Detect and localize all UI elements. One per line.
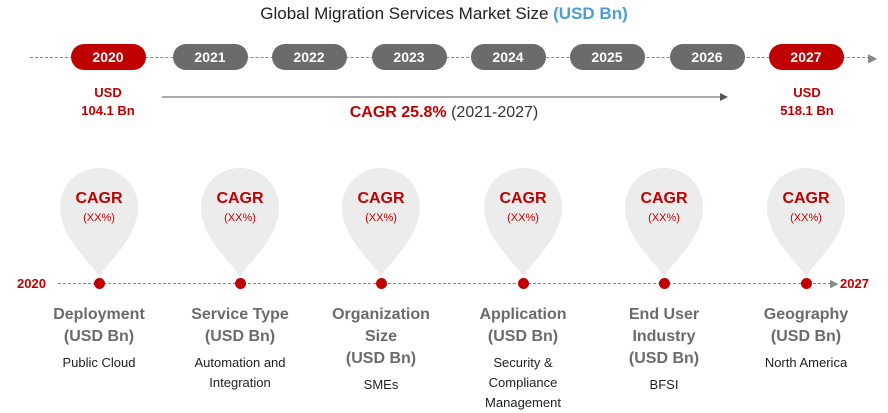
segment-value-line: BFSI	[649, 377, 679, 392]
segment-cagr-value: (XX%)	[365, 212, 397, 224]
map-pin-icon	[201, 168, 279, 277]
segment-dot	[234, 278, 246, 289]
year-pill: 2027	[768, 44, 844, 70]
segment-title-line: (USD Bn)	[628, 350, 700, 367]
segment-value: BFSI	[594, 375, 734, 395]
year-pill: 2026	[669, 44, 745, 70]
end-value: USD 518.1 Bn	[762, 84, 852, 120]
year-timeline-line	[30, 57, 870, 58]
segment-title-line: Deployment	[53, 306, 145, 323]
segment-title-line: (USD Bn)	[63, 328, 135, 345]
segment-axis-line	[58, 283, 836, 284]
segment-title: End User Industry (USD Bn)	[594, 304, 734, 370]
segment-value-line: SMEs	[363, 377, 399, 392]
segment-title-line: Application	[479, 306, 567, 323]
segment-value: Public Cloud	[29, 353, 169, 373]
growth-arrow-icon	[162, 93, 728, 101]
segment-value: North America	[736, 353, 876, 373]
segment-cagr-value: (XX%)	[224, 212, 256, 224]
main-cagr-period: (2021-2027)	[446, 104, 539, 121]
map-pin-icon	[60, 168, 138, 277]
chart-title-unit: (USD Bn)	[553, 4, 628, 23]
segment-title-line: Service Type	[191, 306, 289, 323]
year-pill: 2025	[569, 44, 645, 70]
segment-axis-end: 2027	[840, 276, 869, 291]
segment-cagr-label: CAGR	[640, 190, 688, 207]
segment-axis-arrow-icon: ▶	[830, 278, 839, 290]
segment-cagr-label: CAGR	[782, 190, 830, 207]
map-pin-icon	[342, 168, 420, 277]
main-cagr: CAGR 25.8% (2021-2027)	[0, 104, 888, 122]
segment-title-line: Organization	[332, 306, 430, 323]
segment-axis-start: 2020	[17, 276, 46, 291]
segment-dot	[658, 278, 670, 289]
segment-value-line: Management	[485, 395, 561, 410]
segment-title-line: Geography	[763, 306, 849, 323]
segment-value: Automation and Integration	[170, 353, 310, 393]
segment-dot	[93, 278, 105, 289]
segment-title-line: (USD Bn)	[487, 328, 559, 345]
segment-title-line: Size	[364, 328, 397, 345]
segment-cagr-value: (XX%)	[790, 212, 822, 224]
segment-title: Geography (USD Bn)	[736, 304, 876, 348]
segment-dot	[800, 278, 812, 289]
segment-title: Organization Size (USD Bn)	[311, 304, 451, 370]
start-value: USD 104.1 Bn	[63, 84, 153, 120]
main-cagr-label: CAGR 25.8%	[349, 104, 447, 121]
segment-cagr-label: CAGR	[75, 190, 123, 207]
segment-value-line: Integration	[209, 375, 271, 390]
end-value-line1: USD	[793, 85, 821, 100]
year-pill: 2023	[371, 44, 447, 70]
segment-title-line: End User	[628, 306, 700, 323]
segment-value: Security & Compliance Management	[453, 353, 593, 413]
end-value-line2: 518.1 Bn	[780, 103, 834, 118]
segment-title-line: (USD Bn)	[204, 328, 276, 345]
segment-cagr-label: CAGR	[499, 190, 547, 207]
start-value-line2: 104.1 Bn	[81, 103, 135, 118]
segment-title-line: (USD Bn)	[345, 350, 417, 367]
segment-cagr-value: (XX%)	[648, 212, 680, 224]
segment-title-line: Industry	[632, 328, 696, 345]
year-pill: 2021	[172, 44, 248, 70]
map-pin-icon	[625, 168, 703, 277]
year-pill: 2020	[70, 44, 146, 70]
year-pill: 2022	[271, 44, 347, 70]
segment-title: Service Type (USD Bn)	[170, 304, 310, 348]
segment-value-line: North America	[764, 355, 848, 370]
segment-value: SMEs	[311, 375, 451, 395]
segment-cagr-label: CAGR	[357, 190, 405, 207]
map-pin-icon	[484, 168, 562, 277]
segment-title: Deployment (USD Bn)	[29, 304, 169, 348]
segment-title: Application (USD Bn)	[453, 304, 593, 348]
map-pin-icon	[767, 168, 845, 277]
segment-title-line: (USD Bn)	[770, 328, 842, 345]
segment-value-line: Security &	[493, 355, 553, 370]
segment-value-line: Compliance	[488, 375, 558, 390]
segment-cagr-value: (XX%)	[507, 212, 539, 224]
segment-value-line: Public Cloud	[62, 355, 136, 370]
segment-dot	[517, 278, 529, 289]
chart-title: Global Migration Services Market Size (U…	[0, 4, 888, 24]
segment-cagr-label: CAGR	[216, 190, 264, 207]
segment-value-line: Automation and	[194, 355, 286, 370]
timeline-arrow-icon: ▶	[868, 51, 878, 65]
year-pill: 2024	[470, 44, 546, 70]
segment-cagr-value: (XX%)	[83, 212, 115, 224]
segment-dot	[375, 278, 387, 289]
start-value-line1: USD	[94, 85, 122, 100]
chart-title-text: Global Migration Services Market Size	[260, 4, 554, 23]
